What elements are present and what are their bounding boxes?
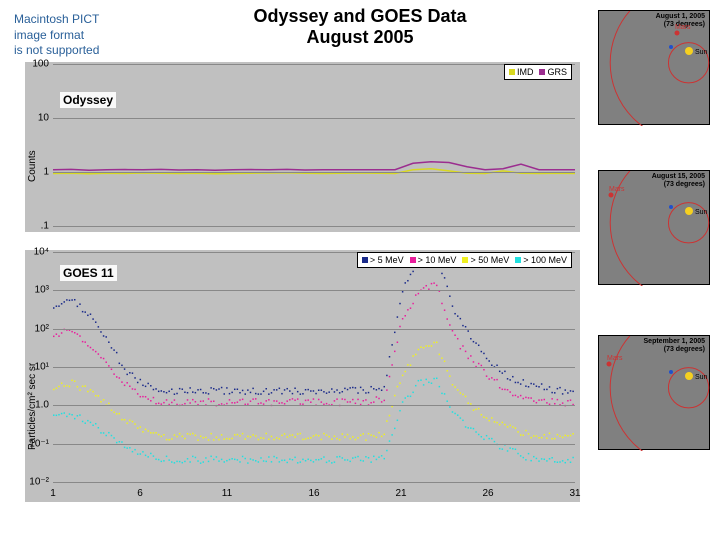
xtick-label: 11: [222, 488, 232, 499]
xtick-label: 26: [482, 488, 493, 499]
ytick-label: 1.0: [23, 400, 49, 411]
gridline: [53, 329, 575, 330]
legend-item: > 50 MeV: [462, 255, 509, 265]
orbit-svg: Sun Mars: [599, 336, 711, 451]
legend-item: > 10 MeV: [410, 255, 457, 265]
ytick-label: 1: [25, 167, 49, 178]
goes-label: GOES 11: [60, 265, 117, 281]
page-title: Odyssey and GOES Data August 2005: [210, 6, 510, 48]
xtick-label: 16: [308, 488, 319, 499]
legend-item: > 100 MeV: [515, 255, 567, 265]
gridline: [53, 172, 575, 173]
svg-text:Sun: Sun: [695, 49, 708, 56]
ytick-label: 10¹: [23, 362, 49, 373]
ytick-label: 100: [25, 59, 49, 70]
pict-line: image format: [14, 28, 99, 44]
odyssey-legend: IMD GRS: [504, 64, 572, 80]
svg-text:Sun: Sun: [695, 209, 708, 216]
xtick-label: 21: [395, 488, 406, 499]
gridline: [53, 367, 575, 368]
ytick-label: .1: [25, 221, 49, 232]
pict-unsupported: Macintosh PICT image format is not suppo…: [14, 12, 99, 59]
orbit-svg: Sun Mars: [599, 11, 711, 126]
pict-line: is not supported: [14, 43, 99, 59]
xtick-label: 31: [569, 488, 580, 499]
svg-text:Mars: Mars: [609, 186, 625, 193]
gridline: [53, 64, 575, 65]
svg-text:Mars: Mars: [675, 24, 691, 31]
gridline: [53, 226, 575, 227]
gridline: [53, 118, 575, 119]
odyssey-chart: Counts .1110100IMDGRS: [25, 62, 580, 232]
pict-line: Macintosh PICT: [14, 12, 99, 28]
gridline: [53, 482, 575, 483]
svg-text:Mars: Mars: [607, 355, 623, 362]
gridline: [53, 444, 575, 445]
series-line: [53, 162, 575, 170]
ytick-label: 10⁻²: [23, 477, 49, 488]
legend-item: IMD: [509, 67, 534, 77]
ytick-label: 10: [25, 113, 49, 124]
odyssey-label: Odyssey: [60, 92, 116, 108]
ytick-label: 10³: [23, 285, 49, 296]
orbit-panel: August 15, 2005(73 degrees)SunMars: [598, 170, 710, 285]
goes-chart: Particles/cm² sec sr 10⁻²10⁻¹1.010¹10²10…: [25, 250, 580, 502]
orbit-svg: Sun Mars: [599, 171, 711, 286]
gridline: [53, 290, 575, 291]
ytick-label: 10²: [23, 323, 49, 334]
legend-item: > 5 MeV: [362, 255, 404, 265]
ytick-label: 10⁻¹: [23, 438, 49, 449]
orbit-panel: August 1, 2005(73 degrees)SunMars: [598, 10, 710, 125]
goes-legend: > 5 MeV > 10 MeV > 50 MeV > 100 MeV: [357, 252, 572, 268]
gridline: [53, 405, 575, 406]
xtick-label: 6: [137, 488, 143, 499]
xtick-label: 1: [50, 488, 56, 499]
orbit-panel: September 1, 2005(73 degrees)SunMars: [598, 335, 710, 450]
svg-text:Sun: Sun: [695, 374, 708, 381]
legend-item: GRS: [539, 67, 567, 77]
odyssey-plot-area: [53, 64, 575, 226]
odyssey-series: [53, 64, 575, 226]
ytick-label: 10⁴: [23, 247, 49, 258]
